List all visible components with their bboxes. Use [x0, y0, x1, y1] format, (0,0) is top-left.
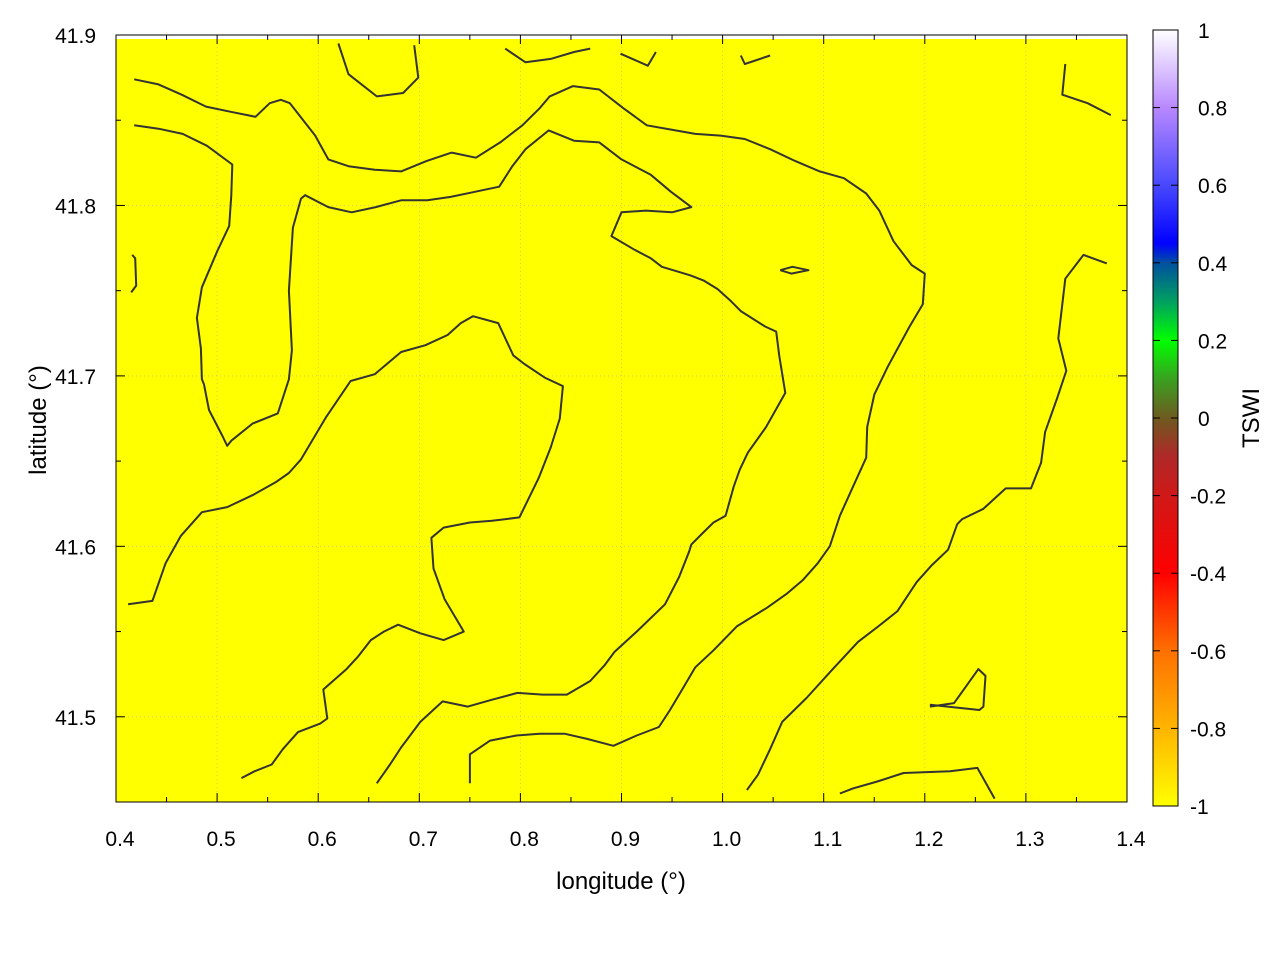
x-tick-label: 0.8: [510, 828, 539, 851]
contour-line: [130, 254, 138, 293]
x-tick-label: 1.1: [813, 828, 842, 851]
contour-line: [839, 766, 996, 800]
heatmap-field: [116, 39, 1127, 802]
contour-lines: [127, 43, 1112, 800]
contour-line: [929, 668, 987, 711]
x-tick-label: 1.2: [914, 828, 943, 851]
axis-ticks: [115, 34, 1128, 803]
contour-line: [134, 124, 787, 784]
x-tick-label: 0.5: [206, 828, 235, 851]
y-tick-label: 41.7: [55, 366, 96, 389]
x-tick-label: 1.0: [712, 828, 741, 851]
x-tick-label: 0.4: [105, 828, 135, 851]
contour-line: [739, 54, 771, 65]
contour-line: [133, 78, 926, 784]
x-axis-label: longitude (°): [556, 868, 686, 895]
contour-line: [127, 315, 564, 779]
contour-line: [337, 43, 420, 98]
colorbar-tick-label: 0: [1198, 408, 1210, 431]
contour-line: [620, 51, 657, 67]
x-tick-label: 0.7: [409, 828, 438, 851]
y-axis-label: latitude (°): [25, 365, 52, 475]
colorbar-tick-label: -1: [1190, 796, 1209, 819]
y-tick-label: 41.6: [55, 536, 96, 559]
colorbar-tick-label: 0.6: [1198, 175, 1227, 198]
colorbar-tick-label: -0.8: [1190, 718, 1226, 741]
contour-line: [504, 47, 591, 64]
x-tick-label: 0.9: [611, 828, 640, 851]
x-tick-label: 1.4: [1116, 828, 1146, 851]
colorbar-tick-label: 0.8: [1198, 98, 1227, 121]
y-tick-label: 41.5: [55, 707, 96, 730]
y-tick-label: 41.8: [55, 195, 96, 218]
x-tick-label: 1.3: [1015, 828, 1044, 851]
colorbar-tick-label: -0.2: [1190, 486, 1226, 509]
contour-line: [779, 265, 810, 275]
x-tick-labels: 0.4 0.5 0.6 0.7 0.8 0.9 1.0 1.1 1.2 1.3 1.4: [105, 828, 1146, 851]
contour-line: [1061, 63, 1112, 116]
y-tick-labels: 41.5 41.6 41.7 41.8 41.9: [55, 25, 96, 730]
x-tick-label: 0.6: [308, 828, 337, 851]
colorbar-tick-label: 0.4: [1198, 253, 1228, 276]
colorbar-tick-label: -0.4: [1190, 563, 1227, 586]
colorbar-tick-label: 1: [1198, 20, 1210, 43]
grid-lines: [116, 35, 1127, 802]
heatmap-cells: [116, 39, 1127, 802]
colorbar-tick-label: 0.2: [1198, 330, 1227, 353]
y-tick-label: 41.9: [55, 25, 96, 48]
contour-line: [746, 253, 1108, 791]
colorbar-label: TSWI: [1238, 388, 1265, 448]
colorbar-ticks: -1 -0.8 -0.6 -0.4 -0.2 0 0.2 0.4 0.6 0.8 1: [1153, 20, 1228, 819]
colorbar-tick-label: -0.6: [1190, 641, 1226, 664]
